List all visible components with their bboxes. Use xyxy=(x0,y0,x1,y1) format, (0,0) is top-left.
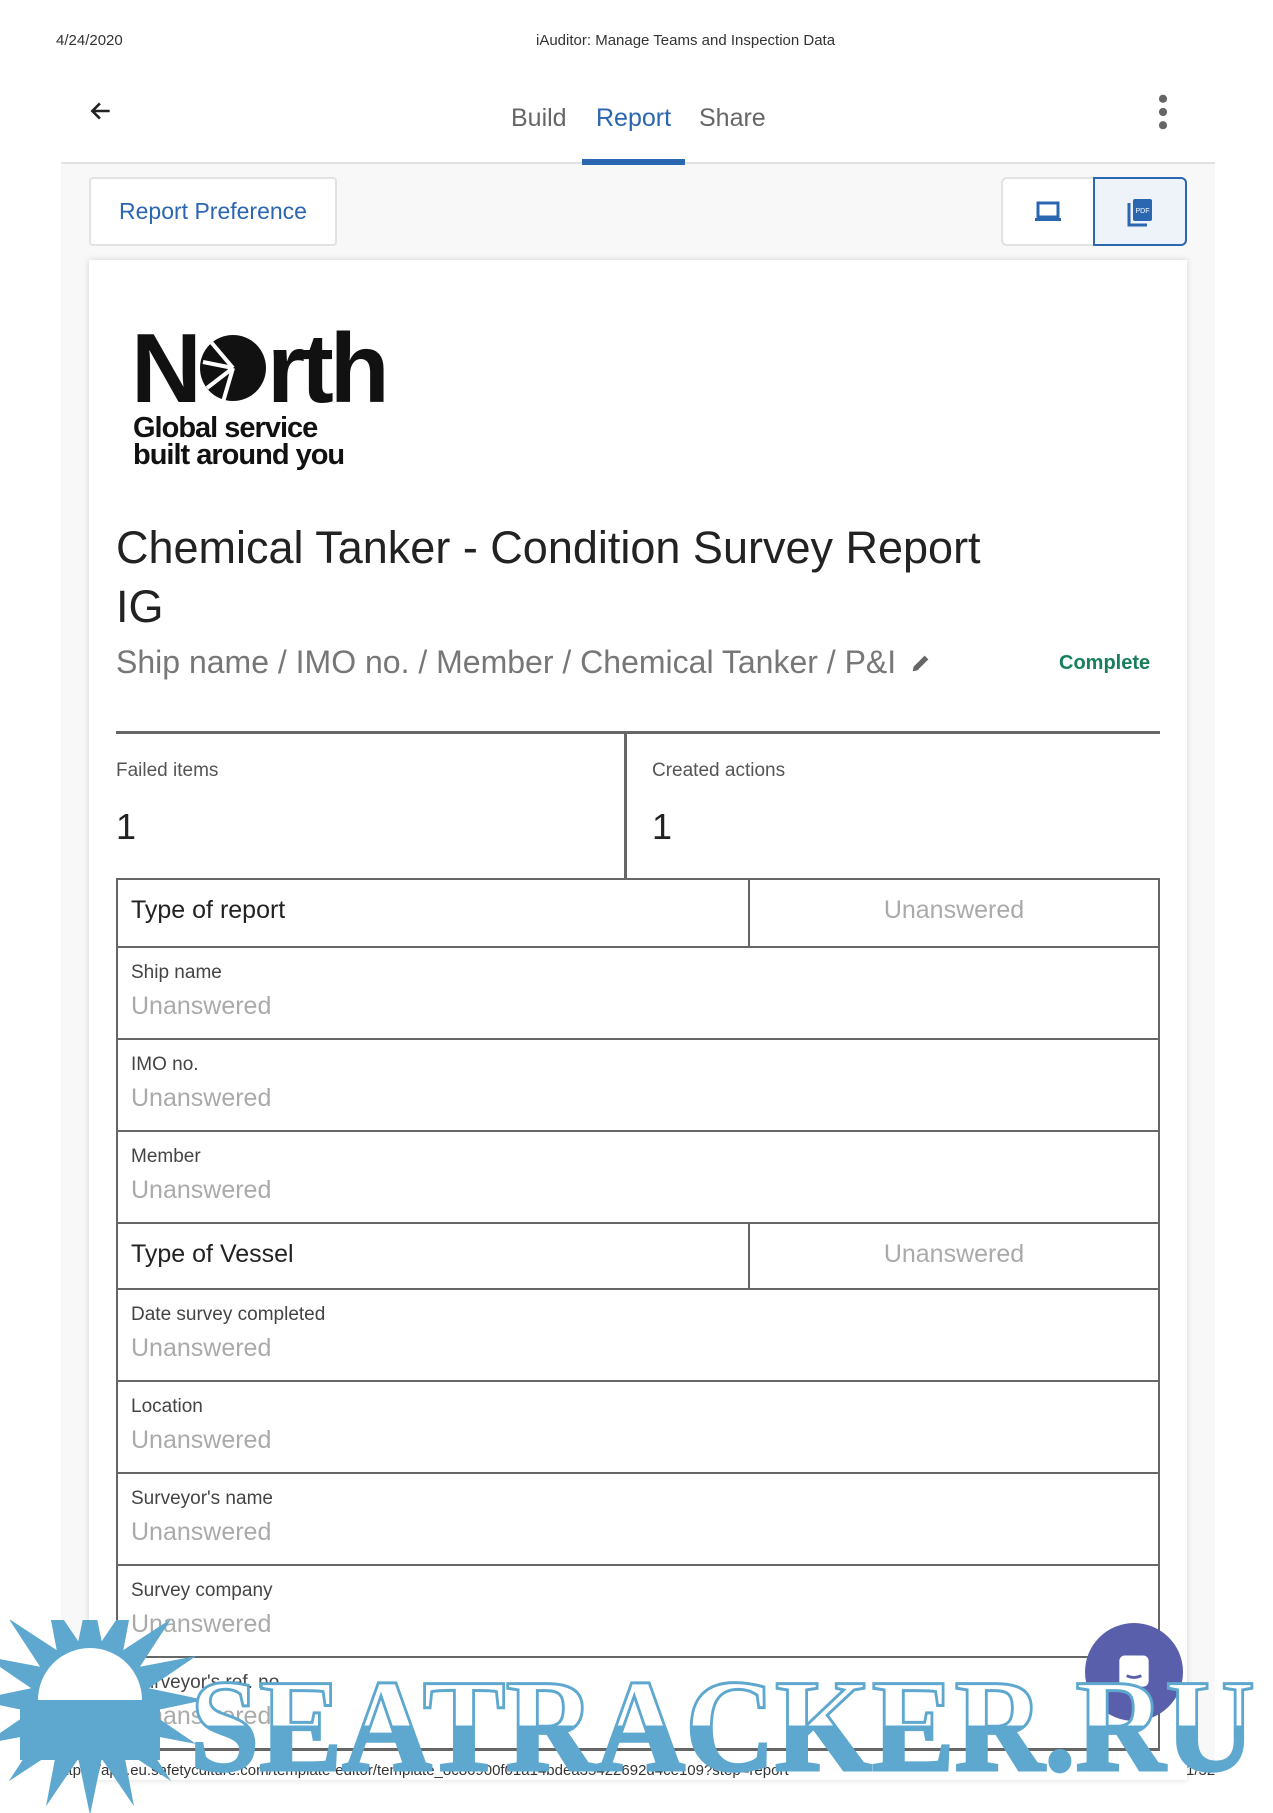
status-badge: Complete xyxy=(1059,652,1151,674)
table-row: Type of report Unanswered xyxy=(118,880,1158,946)
question-label: Member xyxy=(131,1146,201,1167)
answer-value: Unanswered xyxy=(131,1702,272,1730)
question-label: IMO no. xyxy=(131,1054,199,1075)
report-subtitle: Ship name / IMO no. / Member / Chemical … xyxy=(116,644,932,681)
table-row: Type of Vessel Unanswered xyxy=(118,1222,1158,1288)
created-actions-label: Created actions xyxy=(652,760,786,781)
question-label: Surveyor's name xyxy=(131,1488,273,1509)
svg-text:N: N xyxy=(131,322,198,423)
more-button[interactable] xyxy=(1152,94,1174,135)
tab-build[interactable]: Build xyxy=(511,104,567,132)
question-label: Type of report xyxy=(118,880,750,946)
north-logo: N rth Global service built around you xyxy=(131,313,431,477)
question-label: Survey company xyxy=(131,1580,273,1601)
report-title-line-1: Chemical Tanker - Condition Survey Repor… xyxy=(116,522,981,573)
answer-value: Unanswered xyxy=(131,1426,272,1454)
print-title: iAuditor: Manage Teams and Inspection Da… xyxy=(536,32,836,49)
print-url: https://app.eu.safetyculture.com/templat… xyxy=(56,1762,789,1779)
svg-text:built around you: built around you xyxy=(133,439,344,471)
answer-value: Unanswered xyxy=(883,896,1025,924)
web-view-button[interactable] xyxy=(1001,177,1093,246)
failed-items-value: 1 xyxy=(116,806,137,847)
report-title-line-2: IG xyxy=(116,581,164,632)
print-date: 4/24/2020 xyxy=(56,32,123,49)
question-label: Location xyxy=(131,1396,203,1417)
question-label: Surveyor's ref. no. xyxy=(131,1672,285,1693)
table-row: Ship name Unanswered xyxy=(118,946,1158,1038)
answer-value: Unanswered xyxy=(131,1610,272,1638)
chat-icon xyxy=(1119,1655,1149,1687)
table-row: Location Unanswered xyxy=(118,1380,1158,1472)
table-row: Surveyor's name Unanswered xyxy=(118,1472,1158,1564)
question-label: Date survey completed xyxy=(131,1304,326,1325)
answer-value: Unanswered xyxy=(131,992,272,1020)
question-label: Ship name xyxy=(131,962,222,983)
summary: Failed items 1 Created actions 1 xyxy=(116,731,1160,879)
answer-value: Unanswered xyxy=(131,1176,272,1204)
tab-report[interactable]: Report xyxy=(596,104,672,132)
laptop-icon xyxy=(1035,201,1061,221)
report-card xyxy=(89,260,1187,1780)
table-row: Survey company Unanswered xyxy=(118,1564,1158,1656)
subtitle-text: Ship name / IMO no. / Member / Chemical … xyxy=(116,644,897,680)
pdf-view-button[interactable]: PDF xyxy=(1093,177,1187,246)
report-preference-button[interactable]: Report Preference xyxy=(89,177,337,246)
chat-button[interactable] xyxy=(1085,1623,1183,1721)
pdf-icon: PDF xyxy=(1127,198,1152,226)
answer-value: Unanswered xyxy=(883,1240,1025,1268)
created-actions-value: 1 xyxy=(652,806,673,847)
tab-share[interactable]: Share xyxy=(699,104,766,132)
svg-text:Global service: Global service xyxy=(133,412,318,444)
more-vertical-icon xyxy=(1158,94,1168,130)
created-actions: Created actions 1 xyxy=(624,734,1160,879)
arrow-left-icon xyxy=(90,102,110,120)
report-title: Chemical Tanker - Condition Survey Repor… xyxy=(116,518,1096,636)
pencil-icon[interactable] xyxy=(910,652,932,674)
failed-items-label: Failed items xyxy=(116,760,219,781)
question-label: Type of Vessel xyxy=(118,1224,750,1288)
page-number: 1/32 xyxy=(1186,1762,1216,1779)
view-toggle: PDF xyxy=(1001,177,1187,246)
failed-items: Failed items 1 xyxy=(116,734,624,879)
active-tab-indicator xyxy=(582,159,685,165)
table-row: Surveyor's ref. no. Unanswered xyxy=(118,1656,1158,1748)
table-row: Member Unanswered xyxy=(118,1130,1158,1222)
answer-value: Unanswered xyxy=(131,1084,272,1112)
answer-value: Unanswered xyxy=(131,1518,272,1546)
table-row: Date survey completed Unanswered xyxy=(118,1288,1158,1380)
svg-text:PDF: PDF xyxy=(1136,208,1150,215)
answer-value: Unanswered xyxy=(131,1334,272,1362)
table-row: IMO no. Unanswered xyxy=(118,1038,1158,1130)
back-button[interactable] xyxy=(88,98,114,129)
svg-text:rth: rth xyxy=(267,322,386,423)
responses-table: Type of report Unanswered Ship name Unanswe… xyxy=(116,878,1160,1751)
